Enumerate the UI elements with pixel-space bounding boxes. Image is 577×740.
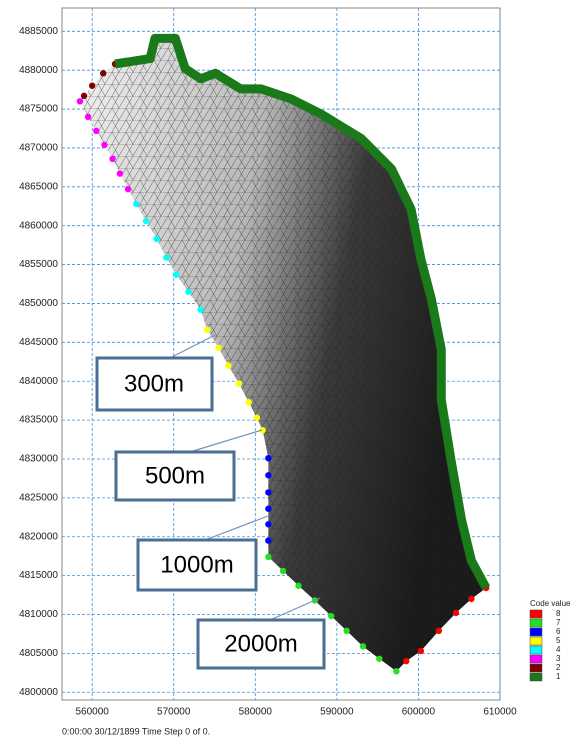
- boundary-node: [81, 93, 87, 99]
- y-tick-label: 4830000: [19, 454, 58, 465]
- boundary-node: [109, 156, 115, 162]
- y-tick-label: 4885000: [19, 26, 58, 37]
- boundary-node: [376, 656, 382, 662]
- boundary-node: [197, 306, 203, 312]
- legend-label: 7: [556, 618, 561, 627]
- callout-label: 1000m: [160, 551, 233, 578]
- y-tick-label: 4805000: [19, 648, 58, 659]
- boundary-node: [393, 668, 399, 674]
- boundary-node: [100, 70, 106, 76]
- callout-label: 300m: [124, 370, 184, 397]
- legend-label: 6: [556, 627, 561, 636]
- x-tick-label: 600000: [402, 707, 436, 718]
- boundary-node: [265, 489, 271, 495]
- legend-label: 4: [556, 645, 561, 654]
- boundary-node: [254, 415, 260, 421]
- boundary-node: [265, 506, 271, 512]
- boundary-node: [360, 643, 366, 649]
- boundary-node: [117, 170, 123, 176]
- boundary-node: [225, 362, 231, 368]
- boundary-node: [436, 628, 442, 634]
- boundary-node: [280, 568, 286, 574]
- legend-label: 5: [556, 636, 561, 645]
- boundary-node: [204, 327, 210, 333]
- y-tick-label: 4850000: [19, 298, 58, 309]
- legend-label: 1: [556, 672, 561, 681]
- y-tick-label: 4845000: [19, 337, 58, 348]
- y-tick-label: 4875000: [19, 104, 58, 115]
- boundary-node: [265, 554, 271, 560]
- legend-swatch: [530, 610, 542, 618]
- legend-swatch: [530, 637, 542, 645]
- legend-swatch: [530, 655, 542, 663]
- x-tick-label: 590000: [320, 707, 354, 718]
- y-tick-label: 4855000: [19, 259, 58, 270]
- boundary-node: [418, 648, 424, 654]
- legend-label: 3: [556, 654, 561, 663]
- boundary-node: [265, 537, 271, 543]
- legend-swatch: [530, 619, 542, 627]
- boundary-node: [468, 596, 474, 602]
- boundary-node: [89, 83, 95, 89]
- legend-swatch: [530, 646, 542, 654]
- y-tick-label: 4840000: [19, 376, 58, 387]
- boundary-node: [153, 236, 159, 242]
- y-tick-label: 4860000: [19, 220, 58, 231]
- boundary-node: [125, 186, 131, 192]
- boundary-node: [133, 201, 139, 207]
- boundary-node: [101, 142, 107, 148]
- boundary-node: [403, 658, 409, 664]
- boundary-node: [265, 472, 271, 478]
- y-tick-label: 4810000: [19, 609, 58, 620]
- legend-swatch: [530, 664, 542, 672]
- boundary-node: [328, 613, 334, 619]
- callout-label: 500m: [145, 462, 205, 489]
- y-tick-label: 4820000: [19, 531, 58, 542]
- boundary-node: [265, 521, 271, 527]
- y-tick-label: 4865000: [19, 181, 58, 192]
- y-tick-label: 4825000: [19, 492, 58, 503]
- boundary-node: [143, 218, 149, 224]
- boundary-node: [236, 380, 242, 386]
- mesh-view: 300m 500m 1000m 2000m Code value 0:00:00…: [0, 0, 577, 740]
- legend-swatch: [530, 673, 542, 681]
- y-tick-label: 4835000: [19, 415, 58, 426]
- callout-label: 2000m: [224, 630, 297, 657]
- boundary-node: [173, 271, 179, 277]
- legend-label: 2: [556, 663, 561, 672]
- legend-label: 8: [556, 609, 561, 618]
- y-tick-label: 4870000: [19, 143, 58, 154]
- x-tick-label: 570000: [157, 707, 191, 718]
- legend-swatch: [530, 628, 542, 636]
- boundary-node: [343, 628, 349, 634]
- boundary-node: [215, 345, 221, 351]
- y-tick-label: 4880000: [19, 65, 58, 76]
- boundary-node: [93, 128, 99, 134]
- boundary-node: [85, 114, 91, 120]
- y-tick-label: 4815000: [19, 570, 58, 581]
- y-tick-label: 4800000: [19, 687, 58, 698]
- x-tick-label: 560000: [75, 707, 109, 718]
- footer: 0:00:00 30/12/1899 Time Step 0 of 0.: [62, 726, 210, 736]
- boundary-node: [77, 98, 83, 104]
- x-tick-label: 610000: [483, 707, 517, 718]
- x-tick-label: 580000: [239, 707, 273, 718]
- boundary-node: [295, 583, 301, 589]
- boundary-node: [453, 610, 459, 616]
- boundary-node: [246, 399, 252, 405]
- boundary-node: [185, 289, 191, 295]
- legend-title: Code value: [530, 599, 571, 608]
- boundary-node: [163, 254, 169, 260]
- boundary-node: [265, 455, 271, 461]
